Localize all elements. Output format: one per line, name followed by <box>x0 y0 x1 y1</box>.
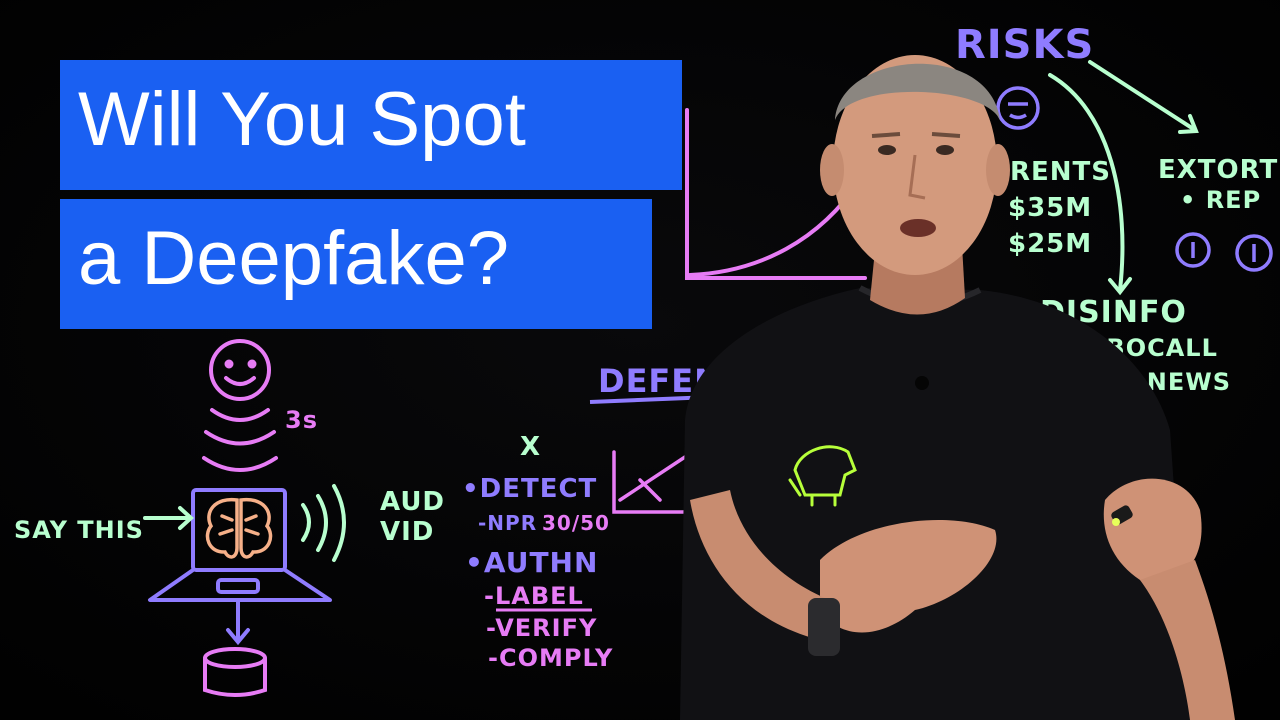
brain-icon <box>205 497 273 559</box>
detect-chart-icon <box>612 450 692 514</box>
risks-heading: RISKS <box>955 22 1094 68</box>
label-item: -LABEL <box>484 582 584 610</box>
title-line-2: a Deepfake? <box>60 199 652 329</box>
signal-waves-icon <box>202 408 278 472</box>
sound-waves-icon <box>301 484 346 562</box>
smiley-face-icon <box>209 339 271 401</box>
verify-item: -VERIFY <box>486 614 597 642</box>
amount-2-label: $25M <box>1008 229 1092 259</box>
extortion-label: EXTORT <box>1158 155 1278 185</box>
watch-icon <box>808 598 840 656</box>
aud-label: AUD <box>380 487 445 517</box>
bucket-icon <box>203 647 267 697</box>
say-this-label: SAY THIS <box>14 516 144 544</box>
npr-value: 30/50 <box>542 511 610 535</box>
money-bag-icons <box>1175 232 1273 272</box>
title-line-1: Will You Spot <box>60 60 682 190</box>
arrow-right-icon <box>143 506 194 530</box>
x-mark-label: X <box>520 432 541 462</box>
comply-item: -COMPLY <box>488 644 613 672</box>
vid-label: VID <box>380 517 434 547</box>
currents-label: RENTS <box>1010 157 1111 187</box>
dog-logo-icon <box>788 445 857 507</box>
amount-1-label: $35M <box>1008 193 1092 223</box>
presenter <box>680 55 1235 720</box>
three-seconds-label: 3s <box>285 406 318 434</box>
risk-arrows <box>1048 60 1199 296</box>
authn-label: •AUTHN <box>465 546 598 579</box>
rep-label: • REP <box>1180 186 1261 214</box>
detect-label: •DETECT <box>462 474 597 504</box>
scammer-face-icon <box>996 86 1040 130</box>
npr-label: -NPR <box>478 511 537 535</box>
arrow-down-icon <box>226 598 250 646</box>
